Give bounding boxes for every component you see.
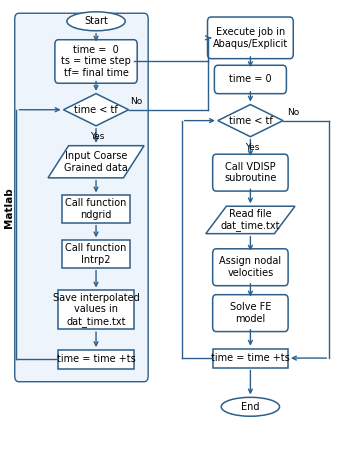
Polygon shape: [206, 206, 295, 234]
Text: Input Coarse
Grained data: Input Coarse Grained data: [64, 151, 128, 173]
Text: No: No: [130, 96, 142, 106]
Text: Call function
ndgrid: Call function ndgrid: [66, 198, 127, 220]
FancyBboxPatch shape: [213, 154, 288, 191]
Text: time = time +ts: time = time +ts: [57, 354, 135, 365]
FancyBboxPatch shape: [213, 249, 288, 286]
Text: Call function
Intrp2: Call function Intrp2: [66, 243, 127, 265]
Text: Solve FE
model: Solve FE model: [230, 302, 271, 324]
Text: Assign nodal
velocities: Assign nodal velocities: [219, 256, 282, 278]
FancyBboxPatch shape: [208, 17, 293, 59]
FancyBboxPatch shape: [214, 65, 286, 94]
FancyBboxPatch shape: [62, 240, 130, 268]
Text: time =  0
ts = time step
tf= final time: time = 0 ts = time step tf= final time: [61, 45, 131, 78]
FancyBboxPatch shape: [15, 13, 148, 382]
Polygon shape: [48, 146, 144, 178]
Text: Matlab: Matlab: [3, 188, 14, 228]
FancyBboxPatch shape: [58, 290, 134, 329]
Text: Save interpolated
values in
dat_time.txt: Save interpolated values in dat_time.txt: [53, 293, 139, 327]
Polygon shape: [63, 94, 129, 126]
Text: Yes: Yes: [91, 131, 105, 141]
Text: Call VDISP
subroutine: Call VDISP subroutine: [224, 162, 276, 184]
Text: Start: Start: [84, 16, 108, 26]
FancyBboxPatch shape: [55, 40, 137, 83]
Text: time < tf: time < tf: [74, 105, 118, 115]
Ellipse shape: [67, 12, 125, 31]
Text: time = time +ts: time = time +ts: [211, 353, 290, 363]
FancyBboxPatch shape: [213, 349, 288, 368]
Text: time < tf: time < tf: [228, 115, 272, 126]
FancyBboxPatch shape: [58, 350, 134, 369]
Text: End: End: [241, 402, 260, 412]
FancyBboxPatch shape: [213, 295, 288, 332]
Polygon shape: [218, 105, 283, 137]
Text: Execute job in
Abaqus/Explicit: Execute job in Abaqus/Explicit: [213, 27, 288, 49]
Text: No: No: [287, 107, 299, 117]
FancyBboxPatch shape: [62, 195, 130, 223]
Text: time = 0: time = 0: [229, 74, 272, 85]
Ellipse shape: [221, 397, 280, 416]
Text: Yes: Yes: [245, 142, 259, 152]
Text: Read file
dat_time.txt: Read file dat_time.txt: [221, 209, 280, 231]
